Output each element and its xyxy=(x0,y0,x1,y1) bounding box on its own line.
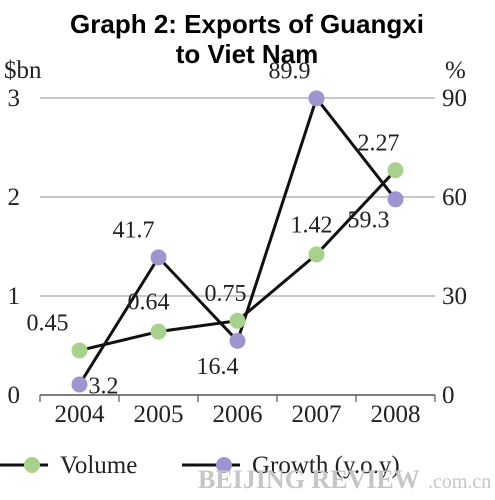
watermark: BEIJING REVIEW .com.cn xyxy=(198,465,491,494)
watermark-brand: BEIJING REVIEW xyxy=(198,465,420,494)
growth-marker xyxy=(150,249,167,266)
x-tick-label: 2008 xyxy=(371,401,421,428)
legend-marker-growth xyxy=(216,457,232,473)
volume-marker xyxy=(308,246,325,263)
volume-data-label: 0.64 xyxy=(128,290,170,316)
volume-data-label: 0.45 xyxy=(27,310,69,336)
watermark-domain: .com.cn xyxy=(428,471,491,493)
legend-marker-volume xyxy=(24,457,40,473)
volume-marker xyxy=(387,162,404,179)
series-markers xyxy=(71,90,404,393)
right-tick-label: 90 xyxy=(442,85,467,112)
growth-marker xyxy=(308,90,325,107)
x-tick-label: 2004 xyxy=(55,401,106,428)
gridlines xyxy=(40,97,435,396)
growth-marker xyxy=(71,376,88,393)
volume-data-label: 2.27 xyxy=(358,130,400,156)
left-tick-label: 2 xyxy=(8,184,21,211)
volume-marker xyxy=(229,312,246,329)
legend: Volume Growth (y.o.y) xyxy=(0,452,400,479)
left-axis-unit: $bn xyxy=(4,57,42,84)
left-tick-label: 1 xyxy=(8,283,21,310)
right-tick-label: 0 xyxy=(442,382,455,409)
legend-label-growth: Growth (y.o.y) xyxy=(252,452,400,479)
growth-data-label: 3.2 xyxy=(89,373,119,399)
volume-marker xyxy=(150,323,167,340)
right-tick-label: 60 xyxy=(442,184,467,211)
growth-data-label: 89.9 xyxy=(269,58,311,84)
legend-label-volume: Volume xyxy=(60,452,137,479)
chart-title-line1: Graph 2: Exports of Guangxi xyxy=(70,9,424,39)
volume-data-label: 1.42 xyxy=(291,212,333,238)
growth-data-label: 59.3 xyxy=(348,207,390,233)
x-tick-label: 2005 xyxy=(134,401,184,428)
chart-title-line2: to Viet Nam xyxy=(176,39,319,69)
growth-data-label: 41.7 xyxy=(113,217,155,243)
left-tick-label: 3 xyxy=(8,85,21,112)
x-tick-label: 2006 xyxy=(213,401,263,428)
volume-marker xyxy=(71,342,88,359)
data-labels: 0.45 0.64 0.75 1.42 2.27 3.2 41.7 16.4 89.9 59.3 xyxy=(27,58,400,399)
volume-data-label: 0.75 xyxy=(205,281,247,307)
growth-data-label: 16.4 xyxy=(197,354,239,380)
right-axis-unit: % xyxy=(445,57,466,84)
growth-marker xyxy=(387,191,404,208)
right-tick-label: 30 xyxy=(442,283,467,310)
growth-marker xyxy=(229,332,246,349)
left-tick-label: 0 xyxy=(8,382,21,409)
x-tick-label: 2007 xyxy=(292,401,342,428)
